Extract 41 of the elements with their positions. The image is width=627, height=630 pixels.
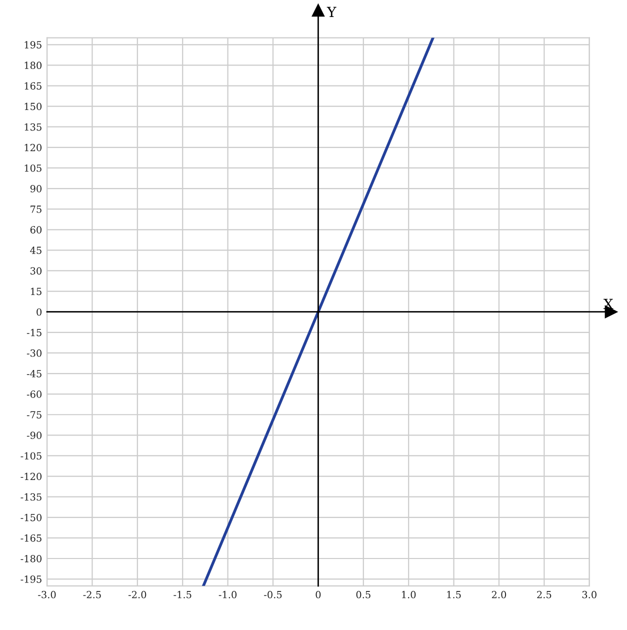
x-tick-label: 1.5	[447, 590, 461, 598]
y-tick-label: 105	[24, 164, 42, 172]
y-tick-label: -195	[20, 576, 42, 583]
y-tick-label: -15	[26, 328, 42, 336]
y-tick-label: 75	[30, 206, 42, 213]
y-tick-label: 165	[24, 82, 42, 90]
y-tick-label: 150	[24, 102, 42, 110]
x-tick-label: 0	[316, 590, 321, 598]
x-tick-label: -1.5	[174, 590, 192, 598]
x-tick-label: -2.0	[128, 590, 146, 598]
y-tick-label: -180	[20, 554, 42, 562]
y-tick-label: 45	[30, 246, 42, 254]
y-tick-label: 195	[24, 41, 42, 48]
y-tick-label: 180	[24, 62, 42, 70]
x-tick-label: 2.0	[492, 590, 506, 598]
x-tick-label: 2.5	[537, 590, 552, 598]
y-tick-label: -150	[20, 514, 42, 522]
y-tick-label: -30	[26, 349, 42, 357]
y-tick-label: 30	[30, 267, 42, 275]
x-tick-label: -1.0	[218, 590, 237, 598]
x-tick-label: -0.5	[264, 590, 282, 598]
x-tick-label: 0.5	[356, 590, 370, 598]
x-tick-label: -3.0	[38, 590, 56, 598]
y-tick-label: -45	[26, 370, 42, 378]
y-tick-label: 135	[24, 123, 42, 131]
y-tick-label: 120	[24, 144, 42, 152]
y-tick-label: -60	[26, 390, 42, 398]
y-tick-label: -165	[20, 534, 42, 542]
y-tick-label: -105	[20, 452, 42, 460]
y-tick-label: 60	[30, 226, 42, 234]
y-axis-title: Y	[326, 6, 336, 17]
y-tick-label: -90	[26, 432, 42, 440]
y-tick-label: 15	[30, 288, 42, 296]
x-tick-label: -2.5	[83, 590, 101, 598]
x-tick-label: 3.0	[582, 590, 596, 598]
y-tick-label: 0	[36, 308, 42, 316]
x-tick-label: 1.0	[402, 590, 416, 598]
y-tick-label: -135	[20, 493, 42, 501]
y-tick-label: -75	[26, 411, 42, 418]
y-tick-label: -120	[20, 472, 42, 480]
y-tick-label: 90	[30, 185, 42, 192]
